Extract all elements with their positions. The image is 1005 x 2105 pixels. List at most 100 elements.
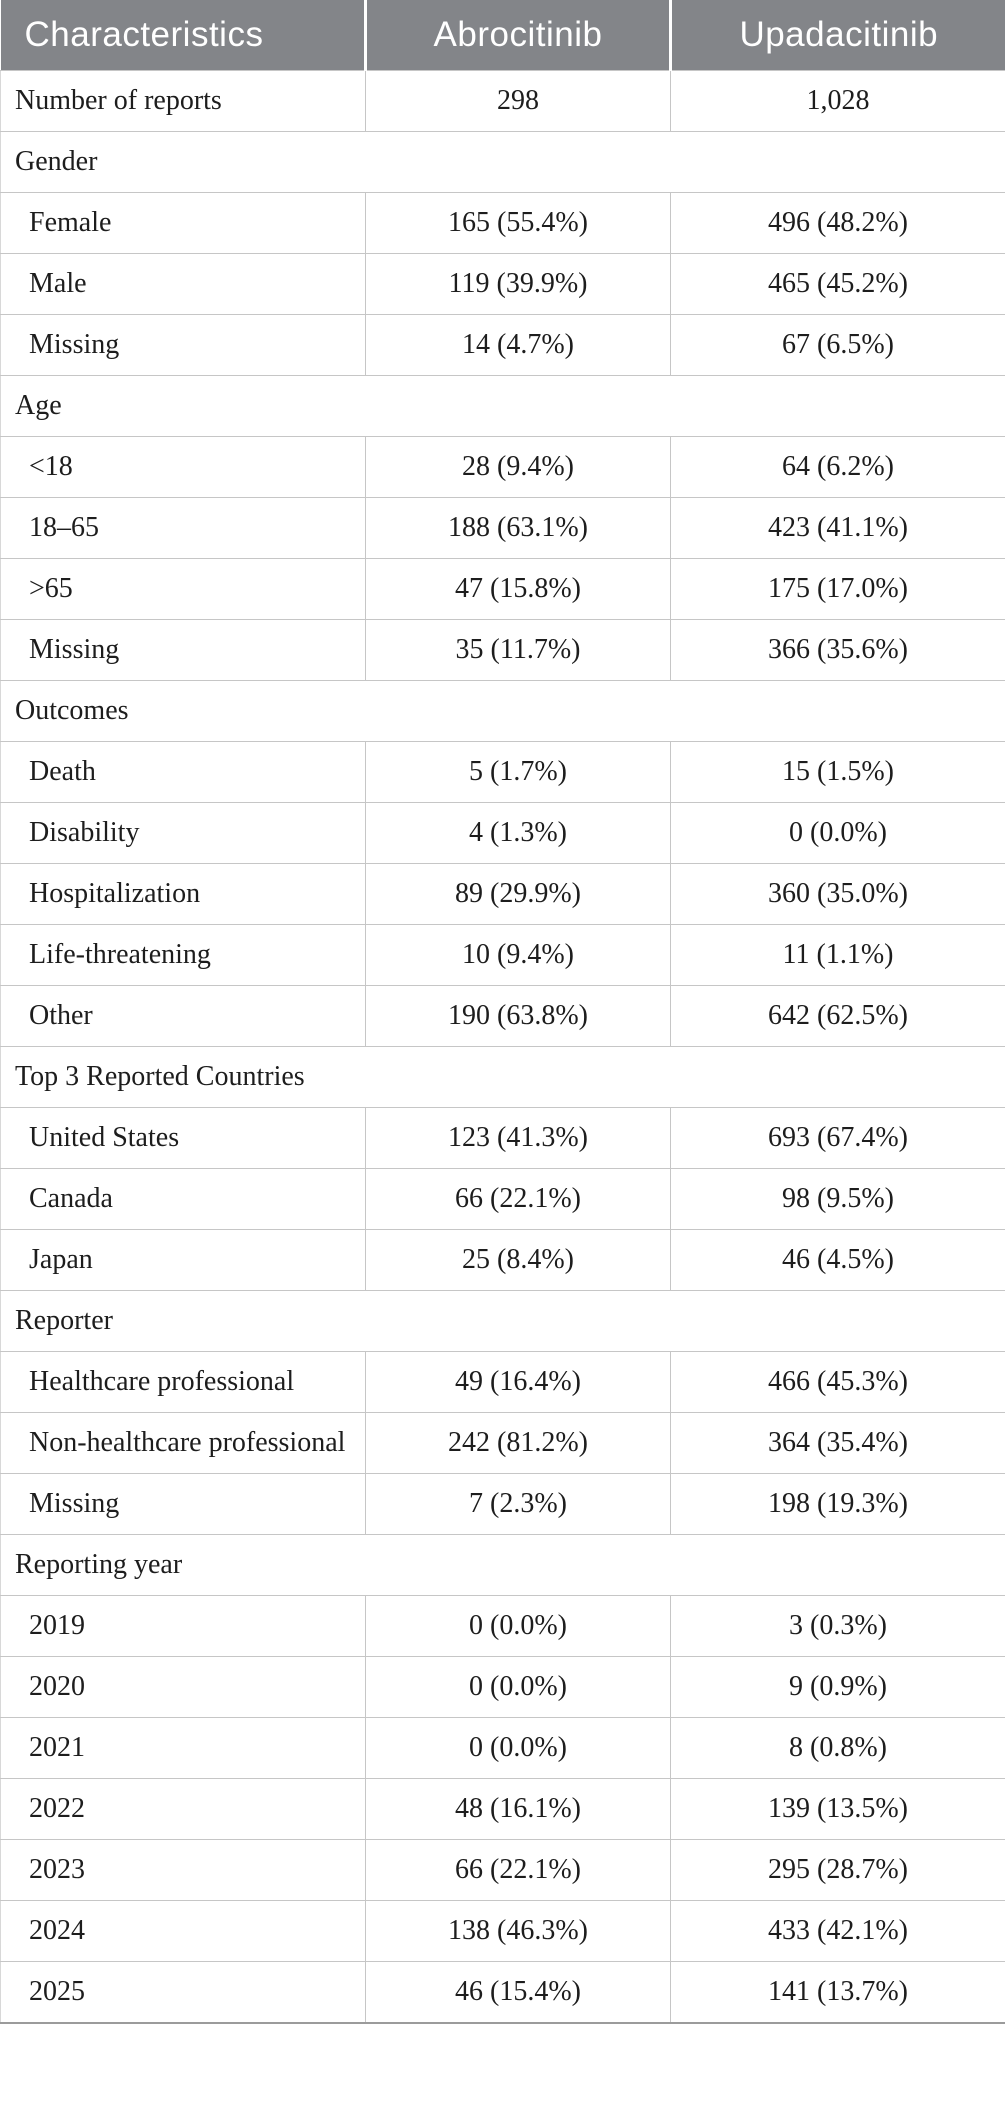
row-label: <18 xyxy=(0,436,366,498)
value-cell-upadacitinib: 98 (9.5%) xyxy=(670,1168,1005,1230)
table-header-row: Characteristics Abrocitinib Upadacitinib xyxy=(0,0,1005,71)
row-label: 2024 xyxy=(0,1900,366,1962)
section-label: Age xyxy=(0,375,1005,437)
value-cell-abrocitinib: 66 (22.1%) xyxy=(365,1839,671,1901)
row-label: >65 xyxy=(0,558,366,620)
value-cell-abrocitinib: 25 (8.4%) xyxy=(365,1229,671,1291)
value-cell-abrocitinib: 188 (63.1%) xyxy=(365,497,671,559)
table-row: Other 190 (63.8%) 642 (62.5%) xyxy=(0,985,1005,1047)
row-label: Missing xyxy=(0,314,366,376)
value-cell-upadacitinib: 364 (35.4%) xyxy=(670,1412,1005,1474)
row-label: Japan xyxy=(0,1229,366,1291)
table-row: >65 47 (15.8%) 175 (17.0%) xyxy=(0,558,1005,620)
table-row: United States 123 (41.3%) 693 (67.4%) xyxy=(0,1107,1005,1169)
value-cell-abrocitinib: 89 (29.9%) xyxy=(365,863,671,925)
row-label: United States xyxy=(0,1107,366,1169)
value-cell-upadacitinib: 3 (0.3%) xyxy=(670,1595,1005,1657)
characteristics-table: Characteristics Abrocitinib Upadacitinib… xyxy=(0,0,1005,2024)
row-label: Non-healthcare professional xyxy=(0,1412,366,1474)
table-row: 2023 66 (22.1%) 295 (28.7%) xyxy=(0,1839,1005,1901)
row-label: 18–65 xyxy=(0,497,366,559)
table-row: 2021 0 (0.0%) 8 (0.8%) xyxy=(0,1717,1005,1779)
paper-table-figure: Characteristics Abrocitinib Upadacitinib… xyxy=(0,0,1005,2024)
value-cell-upadacitinib: 1,028 xyxy=(670,70,1005,132)
row-label: Missing xyxy=(0,619,366,681)
value-cell-abrocitinib: 66 (22.1%) xyxy=(365,1168,671,1230)
value-cell-upadacitinib: 642 (62.5%) xyxy=(670,985,1005,1047)
table-row: Non-healthcare professional 242 (81.2%) 36… xyxy=(0,1412,1005,1474)
value-cell-upadacitinib: 198 (19.3%) xyxy=(670,1473,1005,1535)
value-cell-abrocitinib: 4 (1.3%) xyxy=(365,802,671,864)
table-row: Life-threatening 10 (9.4%) 11 (1.1%) xyxy=(0,924,1005,986)
table-row: Male 119 (39.9%) 465 (45.2%) xyxy=(0,253,1005,315)
value-cell-upadacitinib: 423 (41.1%) xyxy=(670,497,1005,559)
row-label: 2021 xyxy=(0,1717,366,1779)
value-cell-abrocitinib: 138 (46.3%) xyxy=(365,1900,671,1962)
section-row: Gender xyxy=(0,131,1005,193)
section-row: Outcomes xyxy=(0,680,1005,742)
value-cell-abrocitinib: 0 (0.0%) xyxy=(365,1595,671,1657)
value-cell-upadacitinib: 693 (67.4%) xyxy=(670,1107,1005,1169)
table-row: 2025 46 (15.4%) 141 (13.7%) xyxy=(0,1961,1005,2024)
table-row: 2024 138 (46.3%) 433 (42.1%) xyxy=(0,1900,1005,1962)
column-header-upadacitinib: Upadacitinib xyxy=(669,0,1005,71)
value-cell-abrocitinib: 0 (0.0%) xyxy=(365,1656,671,1718)
value-cell-abrocitinib: 5 (1.7%) xyxy=(365,741,671,803)
row-label: Canada xyxy=(0,1168,366,1230)
value-cell-upadacitinib: 466 (45.3%) xyxy=(670,1351,1005,1413)
value-cell-upadacitinib: 9 (0.9%) xyxy=(670,1656,1005,1718)
table-row: Healthcare professional 49 (16.4%) 466 (45… xyxy=(0,1351,1005,1413)
value-cell-upadacitinib: 64 (6.2%) xyxy=(670,436,1005,498)
column-header-abrocitinib: Abrocitinib xyxy=(364,0,671,71)
value-cell-upadacitinib: 360 (35.0%) xyxy=(670,863,1005,925)
value-cell-abrocitinib: 14 (4.7%) xyxy=(365,314,671,376)
section-label: Reporting year xyxy=(0,1534,1005,1596)
row-label: Life-threatening xyxy=(0,924,366,986)
value-cell-abrocitinib: 0 (0.0%) xyxy=(365,1717,671,1779)
value-cell-upadacitinib: 11 (1.1%) xyxy=(670,924,1005,986)
table-row: Missing 7 (2.3%) 198 (19.3%) xyxy=(0,1473,1005,1535)
value-cell-abrocitinib: 28 (9.4%) xyxy=(365,436,671,498)
table-row: 18–65 188 (63.1%) 423 (41.1%) xyxy=(0,497,1005,559)
section-label: Gender xyxy=(0,131,1005,193)
row-label: Death xyxy=(0,741,366,803)
row-label: Hospitalization xyxy=(0,863,366,925)
row-label: 2020 xyxy=(0,1656,366,1718)
value-cell-abrocitinib: 47 (15.8%) xyxy=(365,558,671,620)
value-cell-upadacitinib: 46 (4.5%) xyxy=(670,1229,1005,1291)
section-row: Reporting year xyxy=(0,1534,1005,1596)
value-cell-abrocitinib: 123 (41.3%) xyxy=(365,1107,671,1169)
section-row: Top 3 Reported Countries xyxy=(0,1046,1005,1108)
section-label: Reporter xyxy=(0,1290,1005,1352)
value-cell-upadacitinib: 366 (35.6%) xyxy=(670,619,1005,681)
value-cell-abrocitinib: 48 (16.1%) xyxy=(365,1778,671,1840)
table-row: Japan 25 (8.4%) 46 (4.5%) xyxy=(0,1229,1005,1291)
value-cell-upadacitinib: 175 (17.0%) xyxy=(670,558,1005,620)
table-row: Female 165 (55.4%) 496 (48.2%) xyxy=(0,192,1005,254)
value-cell-abrocitinib: 46 (15.4%) xyxy=(365,1961,671,2024)
row-label: 2023 xyxy=(0,1839,366,1901)
value-cell-upadacitinib: 15 (1.5%) xyxy=(670,741,1005,803)
row-label: Female xyxy=(0,192,366,254)
table-row: Canada 66 (22.1%) 98 (9.5%) xyxy=(0,1168,1005,1230)
row-label: Male xyxy=(0,253,366,315)
table-row: Missing 35 (11.7%) 366 (35.6%) xyxy=(0,619,1005,681)
section-row: Reporter xyxy=(0,1290,1005,1352)
section-row: Age xyxy=(0,375,1005,437)
row-label: 2025 xyxy=(0,1961,366,2024)
value-cell-upadacitinib: 141 (13.7%) xyxy=(670,1961,1005,2024)
table-body: Number of reports 298 1,028 Gender Female 165… xyxy=(0,70,1005,2024)
value-cell-abrocitinib: 165 (55.4%) xyxy=(365,192,671,254)
value-cell-upadacitinib: 465 (45.2%) xyxy=(670,253,1005,315)
row-label: Number of reports xyxy=(0,70,366,132)
row-label: Missing xyxy=(0,1473,366,1535)
section-label: Top 3 Reported Countries xyxy=(0,1046,1005,1108)
table-row: Missing 14 (4.7%) 67 (6.5%) xyxy=(0,314,1005,376)
row-label: Other xyxy=(0,985,366,1047)
table-row: Death 5 (1.7%) 15 (1.5%) xyxy=(0,741,1005,803)
value-cell-upadacitinib: 8 (0.8%) xyxy=(670,1717,1005,1779)
table-row: Disability 4 (1.3%) 0 (0.0%) xyxy=(0,802,1005,864)
value-cell-abrocitinib: 190 (63.8%) xyxy=(365,985,671,1047)
row-label: Healthcare professional xyxy=(0,1351,366,1413)
value-cell-upadacitinib: 139 (13.5%) xyxy=(670,1778,1005,1840)
